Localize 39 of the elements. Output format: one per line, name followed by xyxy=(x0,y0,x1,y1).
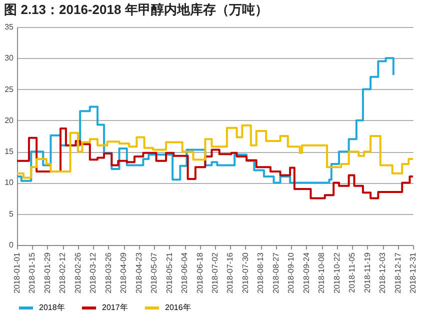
y-tick-label: 0 xyxy=(9,240,14,250)
y-tick-label: 35 xyxy=(4,22,14,32)
y-tick-label: 5 xyxy=(9,209,14,218)
x-tick-label: 2018-05-07 xyxy=(150,252,159,294)
y-tick-label: 25 xyxy=(4,84,14,94)
y-tick-label: 30 xyxy=(4,54,14,63)
x-tick-label: 2018-12-17 xyxy=(393,252,402,294)
x-tick-label: 2018-08-27 xyxy=(271,252,280,294)
x-tick-label: 2018-09-10 xyxy=(286,252,296,294)
y-tick-label: 15 xyxy=(4,147,14,156)
x-tick-label: 2018-07-30 xyxy=(240,252,250,294)
x-tick-label: 2018-10-08 xyxy=(317,252,326,294)
legend-label: 2017年 xyxy=(102,303,128,312)
x-tick-label: 2018-04-09 xyxy=(119,252,128,294)
x-tick-label: 2018-03-12 xyxy=(88,252,98,294)
x-tick-label: 2018-03-26 xyxy=(104,252,113,294)
x-tick-label: 2018-07-02 xyxy=(210,252,220,294)
x-tick-label: 2018-06-18 xyxy=(195,252,204,294)
legend-label: 2018年 xyxy=(39,303,65,312)
x-tick-label: 2018-08-13 xyxy=(256,252,266,294)
x-tick-label: 2018-12-31 xyxy=(408,252,418,294)
chart-title: 图 2.13：2016-2018 年甲醇内地库存（万吨） xyxy=(4,2,268,17)
x-tick-label: 2018-04-23 xyxy=(134,252,144,294)
x-tick-label: 2018-10-22 xyxy=(332,252,342,294)
legend-label: 2016年 xyxy=(165,303,191,312)
x-tick-label: 2018-02-26 xyxy=(73,252,82,294)
x-tick-label: 2018-02-12 xyxy=(58,252,68,294)
x-tick-label: 2018-11-05 xyxy=(348,252,357,293)
x-tick-label: 2018-09-24 xyxy=(302,252,311,294)
x-tick-label: 2018-12-03 xyxy=(378,252,388,294)
y-tick-label: 20 xyxy=(4,116,14,125)
x-tick-label: 2018-01-15 xyxy=(28,252,37,294)
x-tick-label: 2018-01-01 xyxy=(12,252,22,294)
x-tick-label: 2018-01-29 xyxy=(42,252,52,294)
x-tick-label: 2018-06-04 xyxy=(180,252,190,294)
x-tick-label: 2018-11-19 xyxy=(362,252,372,293)
y-tick-label: 10 xyxy=(4,178,14,188)
x-tick-label: 2018-07-16 xyxy=(226,252,235,294)
x-tick-label: 2018-05-21 xyxy=(164,252,174,294)
